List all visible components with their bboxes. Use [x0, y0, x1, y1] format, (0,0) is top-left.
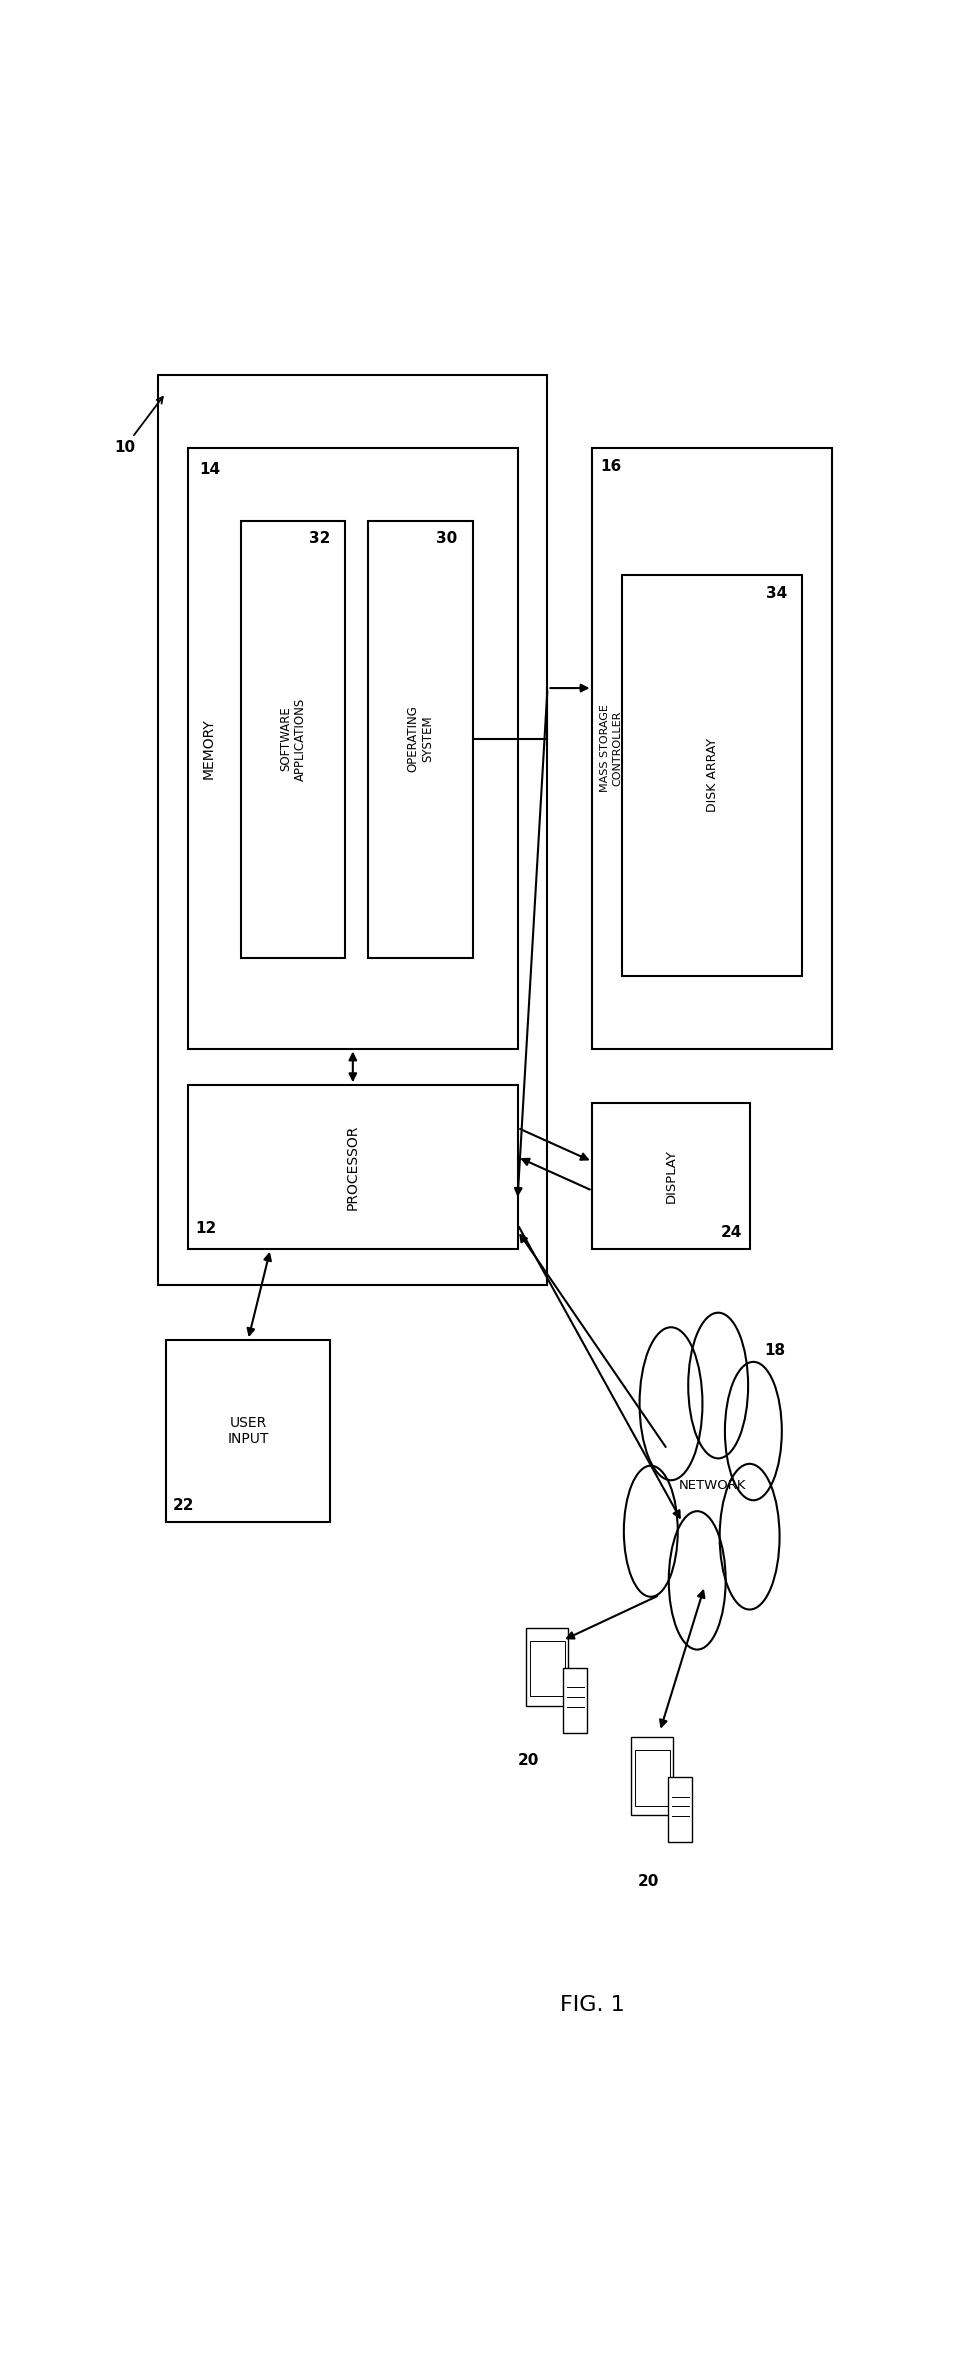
Text: FIG. 1: FIG. 1 — [560, 1994, 625, 2015]
Text: 20: 20 — [518, 1752, 539, 1769]
Bar — [158, 376, 548, 1287]
Text: MASS STORAGE
CONTROLLER: MASS STORAGE CONTROLLER — [600, 705, 622, 792]
Bar — [635, 1750, 669, 1804]
Bar — [188, 1086, 518, 1249]
Bar — [632, 1738, 673, 1814]
Bar — [368, 520, 472, 958]
Bar — [241, 520, 346, 958]
Text: DISPLAY: DISPLAY — [665, 1149, 677, 1204]
Circle shape — [624, 1466, 678, 1596]
Text: 14: 14 — [199, 461, 220, 478]
Bar — [166, 1341, 330, 1523]
Text: OPERATING
SYSTEM: OPERATING SYSTEM — [407, 705, 434, 773]
Circle shape — [720, 1464, 780, 1611]
Text: SOFTWARE
APPLICATIONS: SOFTWARE APPLICATIONS — [279, 698, 307, 780]
Text: 12: 12 — [195, 1220, 216, 1237]
Text: 30: 30 — [437, 532, 458, 546]
Bar — [668, 1776, 693, 1842]
Bar — [563, 1667, 587, 1734]
Text: USER
INPUT: USER INPUT — [227, 1417, 269, 1445]
Bar — [592, 1104, 750, 1249]
Text: 16: 16 — [600, 459, 621, 473]
Text: 24: 24 — [721, 1225, 742, 1239]
Circle shape — [639, 1327, 702, 1480]
Bar — [526, 1627, 568, 1705]
Text: 32: 32 — [309, 532, 330, 546]
Text: 22: 22 — [173, 1497, 195, 1514]
Circle shape — [724, 1362, 781, 1499]
Text: PROCESSOR: PROCESSOR — [346, 1123, 359, 1209]
Text: 10: 10 — [114, 397, 163, 454]
Circle shape — [688, 1313, 748, 1459]
Text: 20: 20 — [638, 1873, 659, 1890]
Circle shape — [668, 1511, 725, 1651]
Text: 34: 34 — [766, 587, 787, 601]
Text: MEMORY: MEMORY — [201, 719, 215, 778]
Bar — [188, 447, 518, 1048]
Bar — [622, 575, 802, 977]
Text: 18: 18 — [765, 1343, 785, 1358]
Text: DISK ARRAY: DISK ARRAY — [706, 738, 719, 814]
Bar — [592, 447, 832, 1048]
Bar — [530, 1641, 565, 1696]
Text: NETWORK: NETWORK — [678, 1478, 746, 1492]
